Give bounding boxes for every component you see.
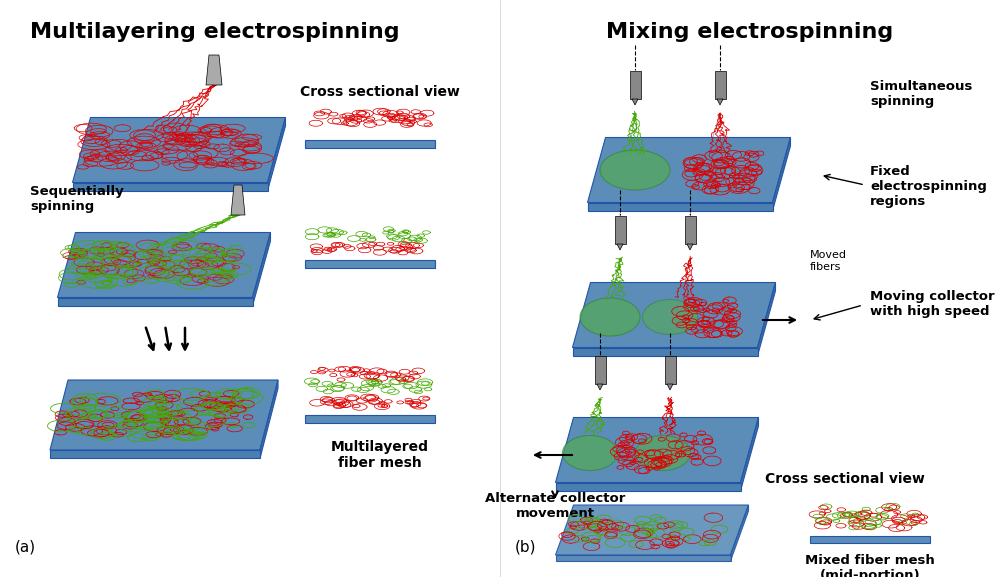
Text: Mixing electrospinning: Mixing electrospinning	[606, 22, 894, 42]
Polygon shape	[50, 450, 260, 458]
Polygon shape	[231, 185, 245, 215]
Polygon shape	[268, 118, 286, 191]
Polygon shape	[717, 99, 723, 105]
Ellipse shape	[600, 150, 670, 190]
Polygon shape	[597, 384, 603, 390]
Polygon shape	[58, 233, 270, 298]
Text: Moved
fibers: Moved fibers	[810, 250, 847, 272]
Polygon shape	[72, 118, 286, 182]
Polygon shape	[758, 283, 776, 356]
Polygon shape	[667, 384, 673, 390]
Polygon shape	[588, 203, 772, 211]
Ellipse shape	[580, 298, 640, 336]
Text: Multilayering electrospinning: Multilayering electrospinning	[30, 22, 400, 42]
Text: (b): (b)	[515, 540, 536, 555]
Text: Cross sectional view: Cross sectional view	[300, 85, 460, 99]
Bar	[684, 216, 696, 244]
Bar	[614, 216, 626, 244]
Bar	[714, 71, 726, 99]
Polygon shape	[556, 482, 740, 491]
Bar	[305, 260, 435, 268]
Bar	[630, 71, 640, 99]
Ellipse shape	[562, 436, 618, 470]
Polygon shape	[556, 555, 730, 561]
Polygon shape	[740, 418, 759, 491]
Polygon shape	[50, 380, 278, 450]
Polygon shape	[572, 283, 776, 347]
Polygon shape	[260, 380, 278, 458]
Polygon shape	[588, 137, 790, 203]
Polygon shape	[252, 233, 270, 306]
Text: Multilayered
fiber mesh: Multilayered fiber mesh	[331, 440, 429, 470]
Polygon shape	[772, 137, 790, 211]
Bar	[664, 356, 676, 384]
Polygon shape	[206, 55, 222, 85]
Ellipse shape	[636, 436, 690, 470]
Text: (a): (a)	[15, 540, 36, 555]
Polygon shape	[58, 298, 252, 306]
Polygon shape	[556, 505, 748, 555]
Bar	[810, 536, 930, 543]
Text: Moving collector
with high speed: Moving collector with high speed	[870, 290, 995, 318]
Ellipse shape	[642, 299, 698, 335]
Text: Cross sectional view: Cross sectional view	[765, 472, 925, 486]
Polygon shape	[556, 418, 759, 482]
Bar	[594, 356, 606, 384]
Text: Sequentially
spinning: Sequentially spinning	[30, 185, 124, 213]
Text: Alternate collector
movement: Alternate collector movement	[485, 492, 625, 520]
Text: Mixed fiber mesh
(mid-portion): Mixed fiber mesh (mid-portion)	[805, 554, 935, 577]
Text: Fixed
electrospinning
regions: Fixed electrospinning regions	[870, 165, 987, 208]
Polygon shape	[617, 244, 623, 250]
Polygon shape	[687, 244, 693, 250]
Polygon shape	[730, 505, 748, 561]
Polygon shape	[72, 182, 268, 191]
Polygon shape	[632, 99, 638, 105]
Bar	[305, 415, 435, 423]
Polygon shape	[572, 347, 758, 356]
Bar	[305, 140, 435, 148]
Text: Simultaneous
spinning: Simultaneous spinning	[870, 80, 972, 108]
